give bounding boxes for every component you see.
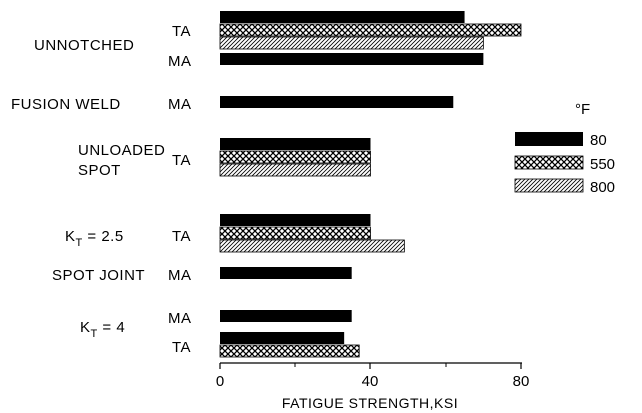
condition-label: MA [168, 310, 192, 327]
bar-550f [219, 344, 360, 358]
group-label-kt-4: KT = 4 [80, 319, 125, 340]
x-tick-label: 0 [216, 373, 224, 390]
bar-800f [219, 239, 405, 253]
legend-label-80: 80 [590, 132, 607, 149]
kt-2-5-main: K [65, 228, 76, 245]
kt-4-subscript: T [91, 328, 98, 340]
bar-800f [219, 36, 484, 50]
condition-label: TA [172, 339, 191, 356]
bar-80f [220, 310, 352, 322]
bar-550f [219, 150, 371, 164]
bar-80f [220, 138, 371, 150]
legend-title: °F [575, 101, 590, 118]
bars-layer [219, 11, 522, 358]
bar-80f [220, 53, 484, 65]
bar-80f [220, 11, 465, 23]
legend-label-800: 800 [590, 179, 615, 196]
condition-label: MA [168, 267, 192, 284]
x-axis-title: FATIGUE STRENGTH,KSI [282, 395, 458, 411]
kt-2-5-subscript: T [76, 237, 83, 249]
group-label-unloaded-spot-line1: UNLOADED [78, 142, 165, 159]
x-tick-label: 80 [513, 373, 530, 390]
group-label-kt-2-5: KT = 2.5 [65, 228, 124, 249]
condition-label: TA [172, 23, 191, 40]
legend-swatch-800 [514, 178, 584, 193]
kt-4-main: K [80, 319, 91, 336]
bar-800f [219, 163, 371, 177]
condition-label: MA [168, 96, 192, 113]
group-label-unnotched: UNNOTCHED [34, 37, 134, 54]
group-label-spot-joint: SPOT JOINT [52, 267, 145, 284]
bar-80f [220, 96, 454, 108]
x-tick-label: 40 [362, 373, 379, 390]
bar-550f [219, 226, 371, 240]
bar-80f [220, 267, 352, 279]
condition-label: MA [168, 53, 192, 70]
group-label-fusion-weld: FUSION WELD [11, 96, 121, 113]
group-label-unloaded-spot-line2: SPOT [78, 162, 121, 179]
legend-swatch-80 [515, 132, 583, 146]
legend-label-550: 550 [590, 156, 615, 173]
kt-4-rest: = 4 [98, 319, 125, 336]
condition-label: TA [172, 228, 191, 245]
bar-80f [220, 332, 345, 344]
condition-label: TA [172, 152, 191, 169]
bar-80f [220, 214, 371, 226]
legend-swatch-550 [514, 155, 584, 170]
kt-2-5-rest: = 2.5 [83, 228, 124, 245]
bar-550f [219, 23, 522, 37]
